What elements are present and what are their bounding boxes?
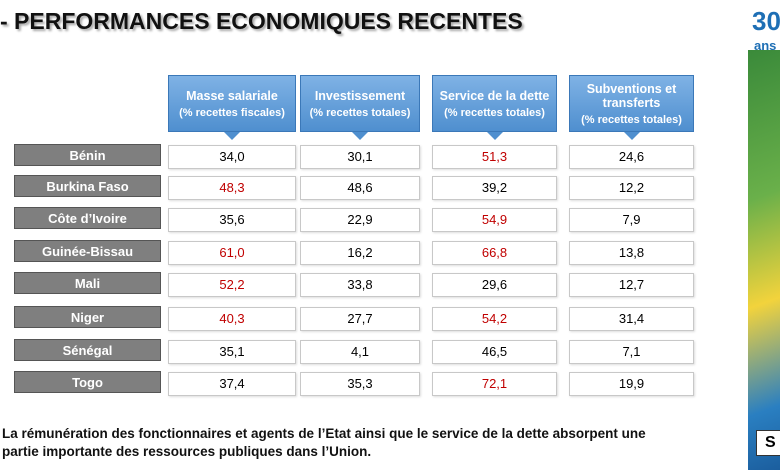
column-header: Subventions et transferts (% recettes tot… [569,75,694,132]
table-cell: 66,8 [432,241,557,265]
header-pointer [623,132,640,140]
table-cell: 35,3 [300,372,420,396]
header-main: Masse salariale [186,88,278,103]
table-cell: 51,3 [432,145,557,169]
table-cell: 22,9 [300,208,420,232]
table-cell: 12,2 [569,176,694,200]
table-cell: 29,6 [432,273,557,297]
row-label: Togo [14,371,161,393]
table-cell: 13,8 [569,241,694,265]
table-cell: 54,2 [432,307,557,331]
table-cell: 7,1 [569,340,694,364]
column-header: Investissement (% recettes totales) [300,75,420,132]
logo-word: ans [754,38,777,53]
table-cell: 37,4 [168,372,296,396]
header-sub: (% recettes totales) [444,106,545,119]
table-cell: 40,3 [168,307,296,331]
column-header: Service de la dette (% recettes totales) [432,75,557,132]
table-cell: 7,9 [569,208,694,232]
header-sub: (% recettes totales) [309,106,411,119]
column-header: Masse salariale (% recettes fiscales) [168,75,296,132]
decor-strip [748,50,780,470]
row-label: Bénin [14,144,161,166]
row-label: Niger [14,306,161,328]
table-cell: 16,2 [300,241,420,265]
table-cell: 27,7 [300,307,420,331]
row-label: Côte d’Ivoire [14,207,161,229]
table-cell: 52,2 [168,273,296,297]
table-cell: 4,1 [300,340,420,364]
header-main: Investissement [314,88,406,103]
table-cell: 35,1 [168,340,296,364]
header-sub: (% recettes totales) [581,113,682,126]
row-label: Mali [14,272,161,294]
table-cell: 48,3 [168,176,296,200]
table-cell: 72,1 [432,372,557,396]
logo-tag: S [756,430,780,456]
table-cell: 34,0 [168,145,296,169]
row-label: Sénégal [14,339,161,361]
table-cell: 30,1 [300,145,420,169]
row-label: Guinée-Bissau [14,240,161,262]
table-cell: 39,2 [432,176,557,200]
table-cell: 54,9 [432,208,557,232]
header-pointer [352,132,368,140]
table-cell: 19,9 [569,372,694,396]
table-cell: 33,8 [300,273,420,297]
table-cell: 35,6 [168,208,296,232]
table-cell: 61,0 [168,241,296,265]
slide-title: - PERFORMANCES ECONOMIQUES RECENTES [0,8,523,34]
footer-line: La rémunération des fonctionnaires et ag… [2,426,646,441]
table-cell: 48,6 [300,176,420,200]
header-sub: (% recettes fiscales) [179,106,285,119]
header-pointer [486,132,503,140]
table-cell: 24,6 [569,145,694,169]
row-label: Burkina Faso [14,175,161,197]
table-cell: 46,5 [432,340,557,364]
header-main: Subventions et transferts [586,81,677,110]
table-cell: 12,7 [569,273,694,297]
logo-number: 30 [752,6,780,36]
footer-line: partie importante des ressources publiqu… [2,444,372,459]
header-main: Service de la dette [439,88,550,103]
header-pointer [224,132,240,140]
table-cell: 31,4 [569,307,694,331]
